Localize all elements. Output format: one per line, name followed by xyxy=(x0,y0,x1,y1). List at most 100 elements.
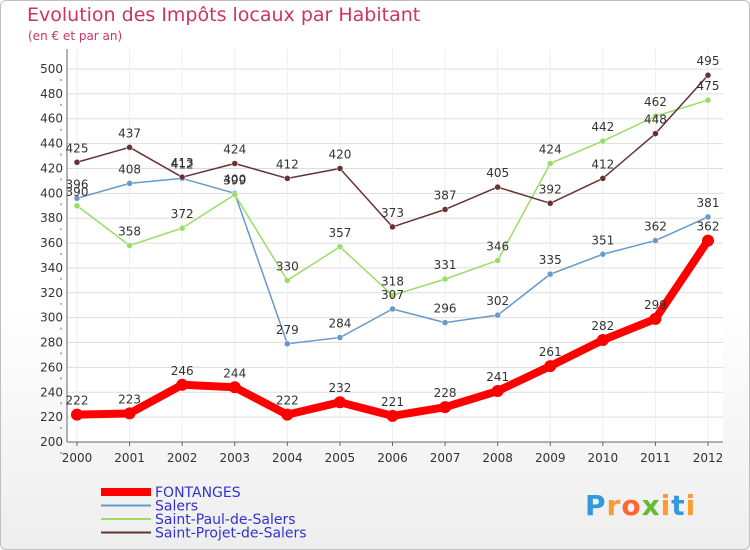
data-point xyxy=(284,340,291,348)
data-label: 232 xyxy=(328,381,351,395)
data-point xyxy=(491,385,504,398)
data-label: 372 xyxy=(171,207,194,221)
data-point xyxy=(231,191,238,198)
data-point xyxy=(547,270,554,278)
data-label: 408 xyxy=(118,162,141,176)
data-label: 299 xyxy=(644,298,667,312)
data-point xyxy=(441,319,449,326)
data-point xyxy=(281,408,294,421)
data-label: 420 xyxy=(328,147,351,161)
data-label: 387 xyxy=(434,188,457,202)
data-label: 318 xyxy=(381,274,404,288)
data-label: 296 xyxy=(434,302,457,316)
data-point xyxy=(439,401,452,414)
logo-letter: i xyxy=(685,489,697,522)
x-tick-label: 2005 xyxy=(325,451,356,465)
y-axis-ticks: 200 220 240 260 280 300 320 340 360 380 400 420 440 4… xyxy=(40,62,63,454)
x-tick-label: 2011 xyxy=(640,451,671,465)
data-label: 351 xyxy=(591,233,614,247)
data-label: 228 xyxy=(434,386,457,400)
chart-subtitle: (en € et par an) xyxy=(28,29,123,43)
x-tick-label: 2009 xyxy=(535,451,566,465)
x-tick-label: 2002 xyxy=(167,451,198,465)
data-label: 279 xyxy=(276,323,299,337)
legend-label: Saint-Paul-de-Salers xyxy=(155,512,296,528)
data-label: 223 xyxy=(118,392,141,406)
x-tick-label: 2012 xyxy=(693,451,724,465)
data-point xyxy=(596,334,609,347)
data-point xyxy=(441,275,449,283)
legend-label: FONTANGES xyxy=(155,485,241,501)
data-point xyxy=(389,305,396,313)
y-tick-label: 220 xyxy=(40,410,63,424)
data-label: 437 xyxy=(118,126,141,140)
x-tick-label: 2008 xyxy=(482,451,513,465)
data-label: 261 xyxy=(539,345,562,359)
data-label: 246 xyxy=(171,364,194,378)
data-point xyxy=(178,224,186,232)
data-point xyxy=(389,292,396,299)
logo-letter: x xyxy=(641,489,661,522)
data-label: 222 xyxy=(66,394,89,408)
data-point xyxy=(599,137,607,145)
chart-title: Evolution des Impôts locaux par Habitant xyxy=(27,4,421,26)
data-point xyxy=(333,396,346,409)
x-tick-label: 2003 xyxy=(219,451,250,465)
data-label: 392 xyxy=(539,182,562,196)
logo-letter: P xyxy=(585,489,607,522)
data-point xyxy=(652,130,659,137)
data-label: 448 xyxy=(644,113,667,127)
data-label: 400 xyxy=(223,172,246,186)
data-label: 462 xyxy=(644,95,667,109)
y-tick-label: 340 xyxy=(40,261,63,275)
y-tick-label: 500 xyxy=(40,62,63,76)
data-point xyxy=(231,160,238,167)
y-tick-label: 440 xyxy=(40,137,63,151)
data-point xyxy=(386,409,399,422)
data-point xyxy=(704,96,712,104)
data-point xyxy=(649,312,662,325)
data-point xyxy=(73,159,81,166)
legend-label: Saint-Projet-de-Salers xyxy=(155,526,307,542)
axes xyxy=(66,49,723,443)
data-point xyxy=(123,407,136,420)
y-tick-label: 380 xyxy=(40,211,63,225)
data-label: 284 xyxy=(328,317,351,331)
data-point xyxy=(126,144,133,151)
legend: FONTANGESSalersSaint-Paul-de-SalersSaint… xyxy=(101,485,307,542)
x-axis-ticks: 2000 2001 2002 2003 2004 2005 2006 2007 2008 2009… xyxy=(62,442,724,465)
y-tick-label: 420 xyxy=(40,161,63,175)
data-point xyxy=(126,242,133,249)
data-point xyxy=(494,183,501,191)
legend-label: Salers xyxy=(155,499,198,515)
data-label: 405 xyxy=(486,166,509,180)
y-tick-label: 200 xyxy=(40,435,63,449)
data-label: 357 xyxy=(328,226,351,240)
data-point xyxy=(702,234,714,247)
data-point xyxy=(336,165,344,172)
logo-letter: i xyxy=(660,489,672,522)
data-label: 412 xyxy=(171,157,194,171)
data-point xyxy=(73,195,81,202)
data-point xyxy=(547,200,554,207)
data-label: 412 xyxy=(591,157,614,171)
data-label: 362 xyxy=(697,220,720,234)
data-label: 495 xyxy=(697,54,720,68)
data-label: 442 xyxy=(591,120,614,134)
logo-letter: o xyxy=(621,489,642,522)
data-point xyxy=(176,378,189,391)
data-point xyxy=(73,202,81,210)
data-label: 413 xyxy=(171,156,194,170)
data-point xyxy=(704,71,712,79)
data-label: 412 xyxy=(276,157,299,171)
data-point xyxy=(336,243,344,251)
x-tick-label: 2007 xyxy=(430,451,461,465)
data-point xyxy=(441,206,449,213)
data-point xyxy=(547,160,554,167)
data-label: 399 xyxy=(223,174,246,188)
data-label: 390 xyxy=(66,185,89,199)
y-tick-label: 360 xyxy=(40,236,63,250)
data-label: 222 xyxy=(276,394,299,408)
logo-letter: t xyxy=(671,489,686,522)
